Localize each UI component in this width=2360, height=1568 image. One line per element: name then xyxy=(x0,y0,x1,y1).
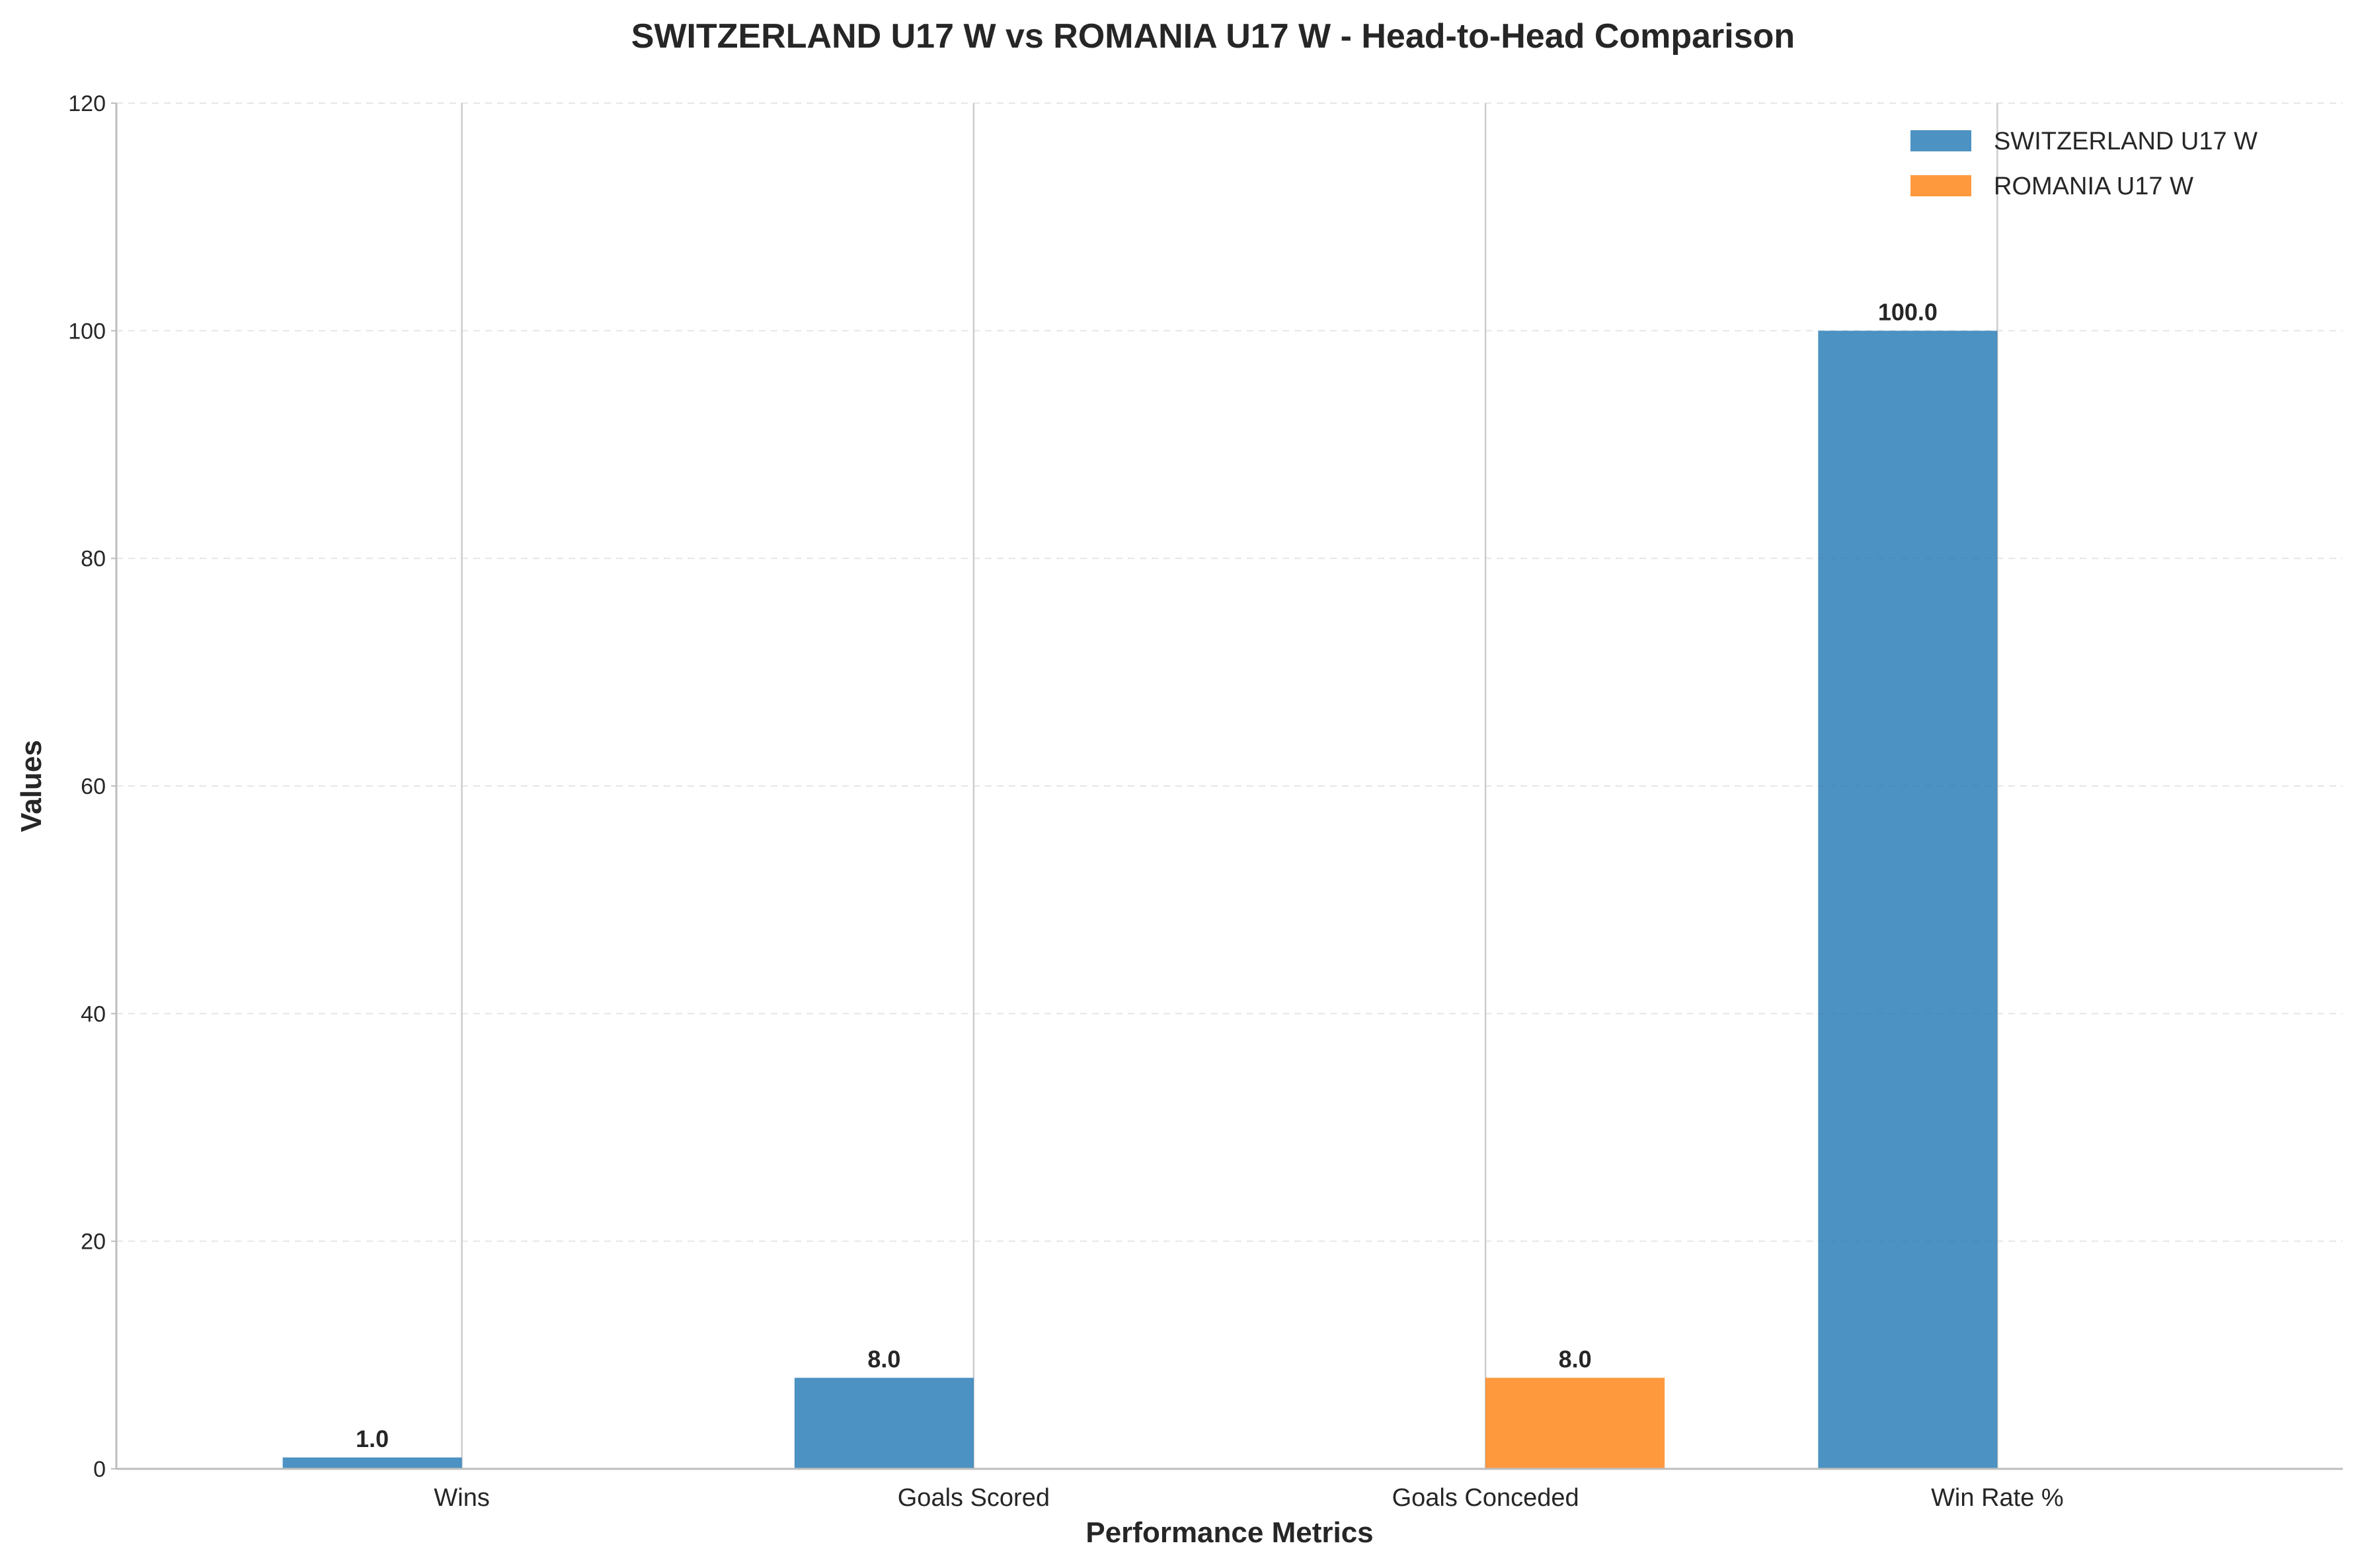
bar-value-label: 100.0 xyxy=(1878,298,1938,325)
bar-value-label: 8.0 xyxy=(1559,1345,1592,1372)
bar-switzerland-3 xyxy=(1818,331,1998,1469)
legend-label: ROMANIA U17 W xyxy=(1994,173,2193,200)
bar-romania-2 xyxy=(1485,1378,1665,1469)
legend-label: SWITZERLAND U17 W xyxy=(1994,128,2258,155)
y-tick-label: 20 xyxy=(81,1230,106,1255)
legend: SWITZERLAND U17 W ROMANIA U17 W xyxy=(1910,128,2258,200)
bar-switzerland-1 xyxy=(794,1378,974,1469)
y-tick-label: 0 xyxy=(93,1457,106,1482)
y-tick-label: 80 xyxy=(81,547,106,572)
y-tick-label: 100 xyxy=(68,319,106,344)
y-tick-labels: 0 20 40 60 80 100 120 xyxy=(68,91,116,1482)
bar-switzerland-0 xyxy=(282,1457,462,1469)
y-tick-label: 40 xyxy=(81,1001,106,1027)
legend-swatch xyxy=(1910,130,1971,151)
x-tick-label: Goals Conceded xyxy=(1392,1484,1579,1512)
y-axis-label: Values xyxy=(15,740,48,832)
bar-value-label: 8.0 xyxy=(867,1345,900,1372)
y-tick-label: 120 xyxy=(68,91,106,116)
x-axis-label: Performance Metrics xyxy=(1085,1516,1373,1549)
legend-swatch xyxy=(1910,175,1971,196)
x-tick-label: Wins xyxy=(434,1484,489,1512)
x-tick-labels: Wins Goals Scored Goals Conceded Win Rate % xyxy=(434,1484,2063,1512)
x-tick-label: Goals Scored xyxy=(898,1484,1050,1512)
y-gridlines xyxy=(116,102,2343,1242)
bar-labels-group: 1.0 8.0 100.0 8.0 xyxy=(356,298,1938,1452)
y-tick-label: 60 xyxy=(81,774,106,799)
x-tick-label: Win Rate % xyxy=(1931,1484,2064,1512)
bars-group xyxy=(282,331,1998,1469)
chart-title: SWITZERLAND U17 W vs ROMANIA U17 W - Hea… xyxy=(631,17,1795,56)
bar-value-label: 1.0 xyxy=(356,1425,389,1452)
